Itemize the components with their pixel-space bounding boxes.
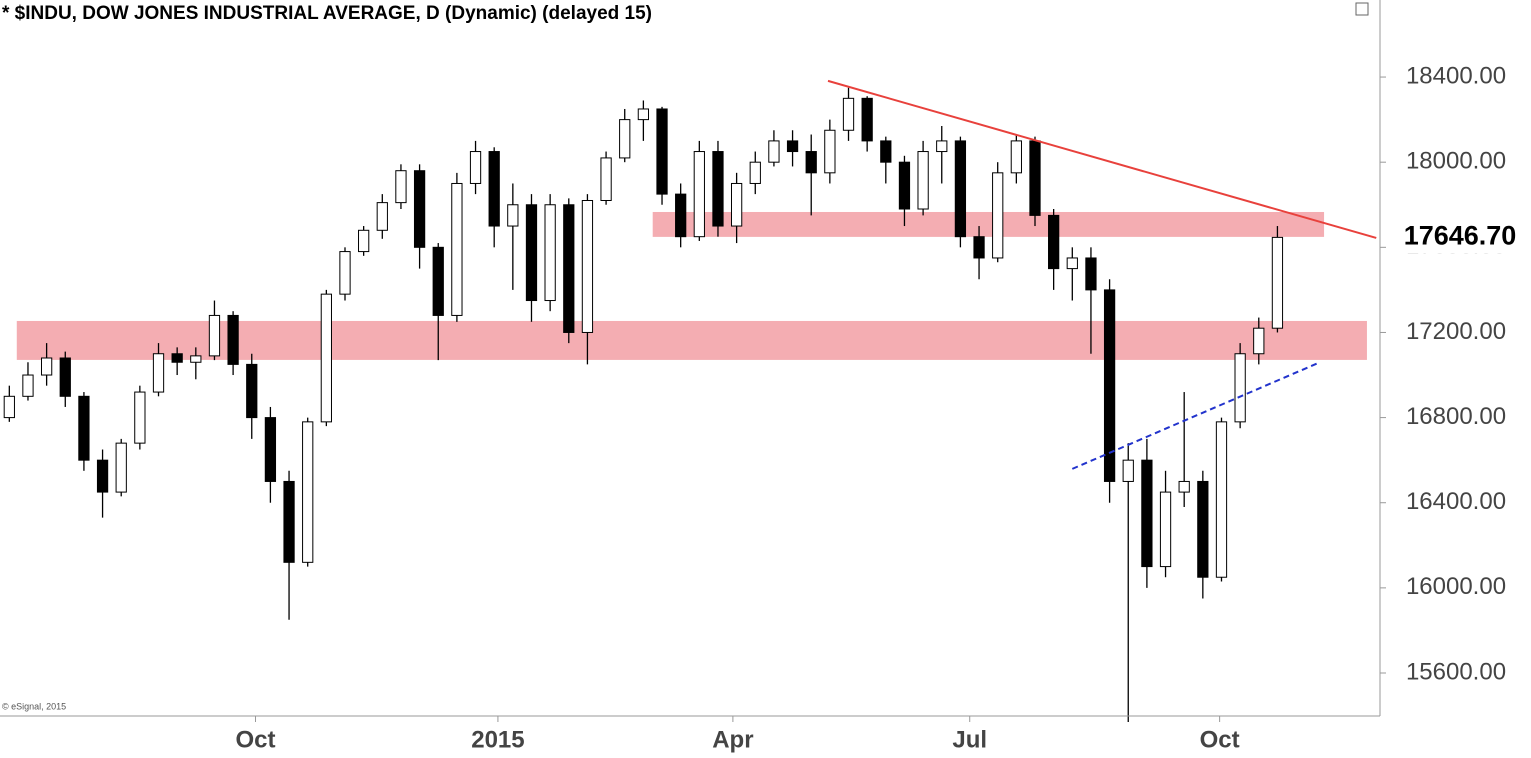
- price-zone: [16, 320, 1367, 360]
- candle-body: [283, 480, 295, 563]
- candle-body: [115, 442, 127, 493]
- candle-body: [171, 353, 183, 363]
- candle-body: [936, 140, 948, 153]
- candle-body: [786, 140, 799, 153]
- candle-body: [190, 355, 202, 363]
- candle-body: [413, 170, 426, 248]
- candle-body: [264, 417, 277, 482]
- candle-body: [395, 170, 407, 204]
- candle-body: [1178, 480, 1190, 493]
- x-tick-label: Apr: [712, 726, 753, 753]
- candle-body: [619, 119, 631, 159]
- trendline: [827, 79, 1377, 239]
- candle-body: [1159, 491, 1172, 568]
- candle-body: [59, 357, 71, 397]
- candle-body: [917, 151, 929, 210]
- credit: © eSignal, 2015: [2, 701, 66, 711]
- candle-body: [134, 391, 146, 444]
- candle-body: [544, 204, 556, 302]
- x-tick-label: Jul: [952, 726, 987, 753]
- candle-body: [1048, 214, 1060, 270]
- candle-body: [693, 151, 705, 238]
- y-tick-label: 18400.00: [1406, 62, 1506, 89]
- candle-body: [96, 459, 109, 493]
- candle-body: [880, 140, 892, 163]
- candle-body: [1010, 140, 1022, 174]
- candle-body: [302, 421, 314, 563]
- candle-body: [712, 151, 724, 227]
- candle-body: [600, 157, 612, 201]
- candle-body: [656, 108, 668, 195]
- candle-body: [1141, 459, 1153, 568]
- chart-title: * $INDU, DOW JONES INDUSTRIAL AVERAGE, D…: [2, 3, 652, 24]
- candle-body: [507, 204, 519, 227]
- candle-body: [78, 395, 90, 461]
- candle-body: [376, 202, 388, 231]
- candle-body: [1066, 257, 1078, 270]
- plot-area: [3, 79, 1377, 722]
- candle-body: [451, 182, 463, 316]
- candle-body: [1122, 459, 1134, 482]
- candle-body: [227, 314, 239, 365]
- candle-body: [1234, 353, 1246, 423]
- candle-body: [824, 129, 836, 174]
- y-tick-label: 16800.00: [1406, 403, 1506, 430]
- candle-body: [339, 251, 351, 295]
- y-tick-label: 16400.00: [1406, 488, 1506, 515]
- candle-body: [842, 97, 855, 131]
- last-price-box: [1388, 221, 1530, 254]
- candle-body: [1029, 140, 1041, 216]
- candle-body: [805, 151, 817, 174]
- candle-body: [768, 140, 780, 163]
- y-tick-label: 15600.00: [1406, 658, 1506, 685]
- y-tick-label: 17200.00: [1406, 318, 1506, 345]
- candle-body: [637, 108, 650, 121]
- candle-body: [1197, 480, 1209, 578]
- candle-body: [954, 140, 967, 238]
- candle-body: [992, 172, 1004, 259]
- candle-body: [1103, 289, 1116, 482]
- x-tick-label: Oct: [1200, 726, 1240, 753]
- candle-body: [973, 236, 985, 259]
- candle-body: [749, 161, 761, 184]
- candle-body: [3, 395, 15, 419]
- candle-body: [563, 204, 575, 333]
- trendline: [1071, 361, 1319, 470]
- last-price-label: 17646.70: [1404, 221, 1517, 251]
- candle-body: [1085, 257, 1097, 291]
- candle-body: [358, 229, 370, 253]
- y-tick-label: 18000.00: [1406, 148, 1506, 175]
- candle-body: [675, 193, 687, 238]
- x-tick-label: 2015: [471, 726, 524, 753]
- y-tick-label: 16000.00: [1406, 573, 1506, 600]
- candle-body: [581, 199, 594, 333]
- candle-body: [730, 182, 743, 227]
- candle-body: [40, 357, 53, 376]
- candle-body: [22, 374, 34, 397]
- candle-body: [1215, 421, 1228, 578]
- candle-body: [432, 246, 444, 316]
- price-zone: [652, 211, 1325, 237]
- candle-body: [1253, 327, 1265, 355]
- candle-body: [320, 293, 332, 423]
- candle-body: [525, 204, 538, 302]
- candle-body: [208, 314, 221, 357]
- x-tick-label: Oct: [235, 726, 275, 753]
- candle-body: [246, 363, 258, 419]
- candle-body: [898, 161, 911, 210]
- candle-body: [152, 353, 165, 393]
- window-button[interactable]: [1355, 2, 1369, 16]
- candle-body: [1271, 236, 1284, 329]
- candle-body: [488, 151, 500, 227]
- candle-body: [861, 97, 873, 142]
- candle-body: [469, 151, 482, 184]
